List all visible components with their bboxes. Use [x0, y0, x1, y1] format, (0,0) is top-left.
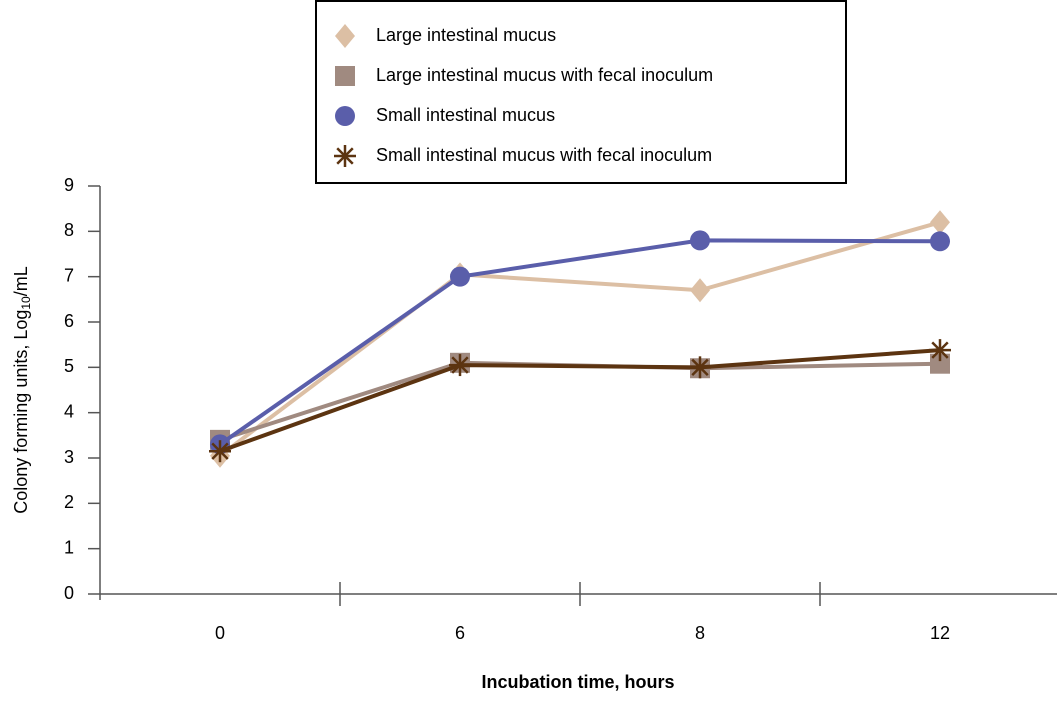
y-tick-label: 2 — [64, 492, 74, 512]
y-tick-label: 1 — [64, 537, 74, 557]
marker — [690, 278, 710, 303]
y-axis-title-subscript: 10 — [19, 296, 33, 310]
y-tick-label: 6 — [64, 311, 74, 331]
y-tick-label: 0 — [64, 583, 74, 603]
marker — [930, 353, 950, 374]
diamond — [690, 278, 710, 303]
x-tick-label: 12 — [930, 623, 950, 643]
circle — [690, 230, 710, 251]
marker — [209, 440, 231, 463]
legend-label: Small intestinal mucus with fecal inocul… — [376, 145, 712, 165]
marker — [335, 66, 355, 86]
marker — [690, 230, 710, 251]
x-tick-label: 0 — [215, 623, 225, 643]
x-tick-label: 8 — [695, 623, 705, 643]
marker — [689, 356, 711, 379]
asterisk-spoke — [451, 356, 469, 374]
y-tick-label: 9 — [64, 175, 74, 195]
marker — [335, 106, 355, 126]
y-tick-label: 7 — [64, 265, 74, 285]
series-line — [219, 348, 941, 454]
series-line — [218, 238, 941, 447]
legend-box — [315, 0, 847, 184]
circle — [930, 231, 950, 252]
y-tick-label: 8 — [64, 220, 74, 240]
legend-label: Large intestinal mucus with fecal inocul… — [376, 65, 713, 85]
asterisk-spoke — [211, 442, 229, 460]
circle — [335, 106, 355, 126]
legend-label: Large intestinal mucus — [376, 25, 556, 45]
series-line — [218, 220, 941, 458]
marker — [449, 354, 471, 377]
asterisk-spoke — [691, 358, 709, 376]
marker — [450, 266, 470, 287]
marker — [335, 24, 355, 48]
x-axis-title: Incubation time, hours — [481, 672, 674, 692]
asterisk-spoke — [336, 147, 354, 165]
y-tick-label: 4 — [64, 401, 74, 421]
diamond — [335, 24, 355, 48]
square — [335, 66, 355, 86]
y-tick-label: 3 — [64, 447, 74, 467]
square — [930, 353, 950, 374]
marker — [929, 339, 951, 362]
legend-label: Small intestinal mucus — [376, 105, 555, 125]
marker — [930, 210, 950, 235]
marker — [334, 145, 356, 167]
diamond — [930, 210, 950, 235]
asterisk-spoke — [931, 341, 949, 359]
y-tick-label: 5 — [64, 356, 74, 376]
y-axis-title: Colony forming units, Log10/mL — [11, 266, 33, 513]
circle — [450, 266, 470, 287]
y-axis-title-suffix: /mL — [11, 266, 31, 296]
y-axis-title-text: Colony forming units, Log — [11, 310, 31, 514]
marker — [930, 231, 950, 252]
x-tick-label: 6 — [455, 623, 465, 643]
